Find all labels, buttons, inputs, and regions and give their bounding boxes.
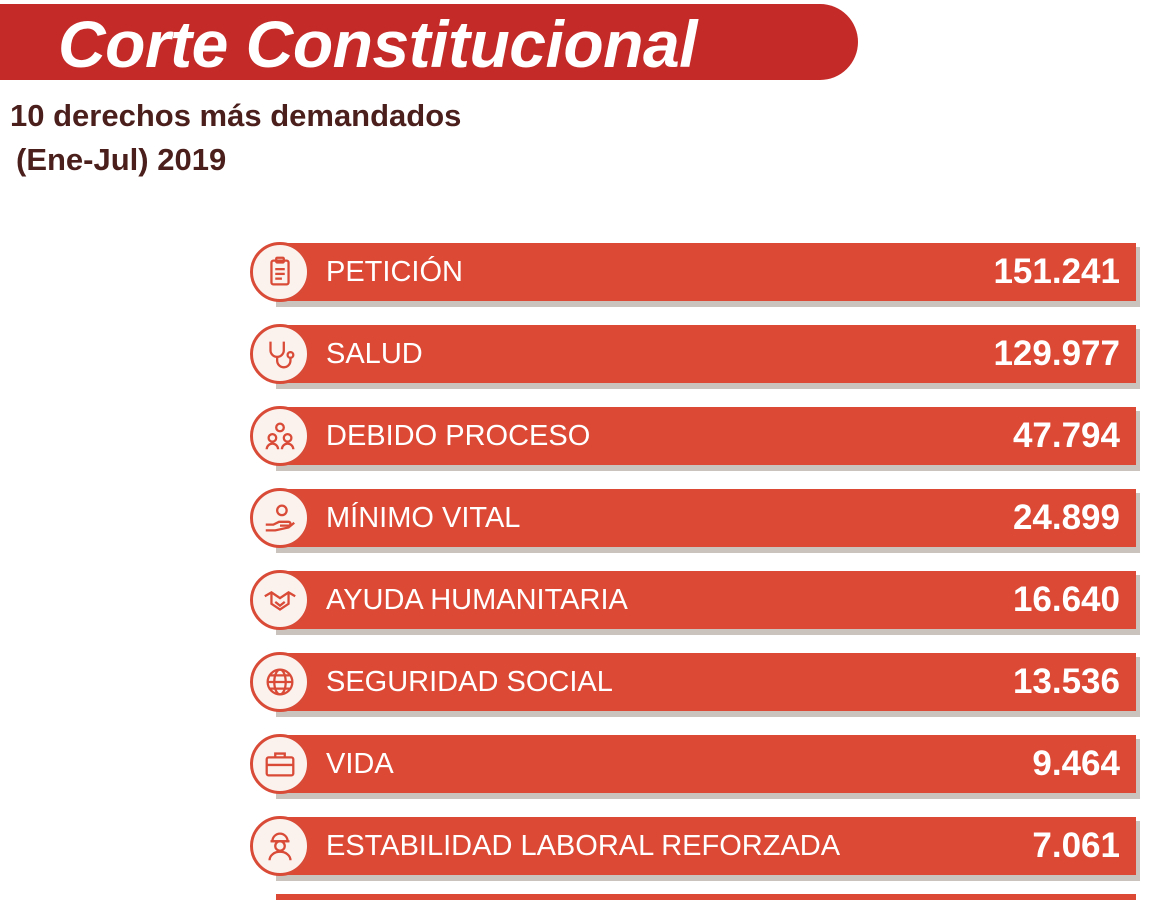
document-icon	[250, 242, 310, 302]
bar	[276, 407, 1136, 465]
list-item: AYUDA HUMANITARIA 16.640	[250, 570, 1140, 635]
list-item: DEBIDO PROCESO 47.794	[250, 406, 1140, 471]
right-label: AYUDA HUMANITARIA	[326, 584, 628, 616]
right-value: 129.977	[993, 334, 1120, 373]
right-value: 24.899	[1012, 498, 1120, 537]
people-group-icon	[250, 406, 310, 466]
bar	[276, 735, 1136, 793]
right-label: PETICIÓN	[326, 256, 463, 288]
handshake-icon	[250, 570, 310, 630]
briefcase-icon	[250, 734, 310, 794]
right-label: SALUD	[326, 338, 423, 370]
list-item: VIDA 9.464	[250, 734, 1140, 799]
title-banner: Corte Constitucional	[0, 4, 858, 81]
list-item: PETICIÓN 151.241	[250, 242, 1140, 307]
bar	[276, 243, 1136, 301]
subtitle: 10 derechos más demandados (Ene-Jul) 201…	[10, 94, 461, 182]
right-label: DEBIDO PROCESO	[326, 420, 591, 452]
list-item: ESTABILIDAD LABORAL REFORZADA 7.061	[250, 816, 1140, 881]
list-item: MÍNIMO VITAL 24.899	[250, 488, 1140, 553]
right-value: 16.640	[1012, 580, 1120, 619]
right-label: SEGURIDAD SOCIAL	[326, 666, 613, 698]
bar	[276, 817, 1136, 875]
stethoscope-icon	[250, 324, 310, 384]
globe-people-icon	[250, 652, 310, 712]
page-title: Corte Constitucional	[58, 7, 698, 81]
bar	[276, 325, 1136, 383]
bar	[276, 489, 1136, 547]
right-value: 151.241	[993, 252, 1120, 291]
subtitle-line-2: (Ene-Jul) 2019	[16, 142, 227, 177]
worker-icon	[250, 816, 310, 876]
right-label: MÍNIMO VITAL	[326, 502, 521, 534]
right-label: ESTABILIDAD LABORAL REFORZADA	[326, 830, 841, 862]
right-value: 47.794	[1012, 416, 1120, 455]
right-value: 7.061	[1032, 826, 1120, 865]
bar	[276, 571, 1136, 629]
subtitle-line-1: 10 derechos más demandados	[10, 98, 462, 133]
list-item: SALUD 129.977	[250, 324, 1140, 389]
bar	[276, 653, 1136, 711]
list-item: SEGURIDAD SOCIAL 13.536	[250, 652, 1140, 717]
right-value: 9.464	[1032, 744, 1120, 783]
hand-coin-icon	[250, 488, 310, 548]
right-label: VIDA	[326, 748, 394, 780]
bar	[276, 894, 1136, 900]
list-item-partial	[250, 894, 1140, 900]
right-value: 13.536	[1012, 662, 1120, 701]
